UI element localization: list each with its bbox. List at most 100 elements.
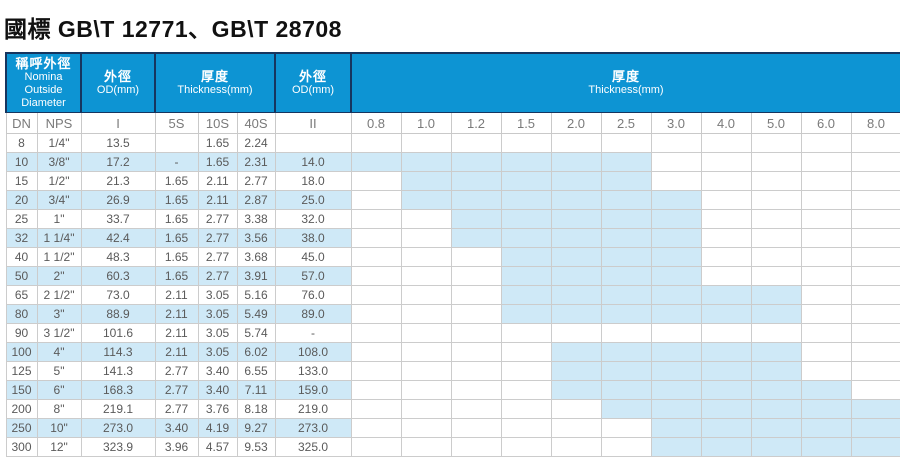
cell-thickness-8.0 — [850, 152, 900, 172]
cell-5s: 1.65 — [154, 266, 199, 286]
cell-nps: 1" — [36, 209, 82, 229]
subheader-thickness: 5.0 — [750, 112, 802, 134]
cell-od2: 219.0 — [274, 399, 352, 419]
cell-dn: 200 — [5, 399, 38, 419]
cell-thickness-1.0 — [400, 380, 452, 400]
cell-od1: 48.3 — [80, 247, 156, 267]
cell-thickness-8.0 — [850, 361, 900, 381]
cell-thickness-3.0 — [650, 152, 702, 172]
subheader-thickness: 1.0 — [400, 112, 452, 134]
cell-thickness-6.0 — [800, 228, 852, 248]
cell-thickness-5.0 — [750, 247, 802, 267]
cell-thickness-1.2 — [450, 399, 502, 419]
cell-thickness-1.5 — [500, 418, 552, 438]
cell-40s: 5.16 — [236, 285, 276, 305]
cell-thickness-0.8 — [350, 399, 402, 419]
cell-5s: 2.11 — [154, 304, 199, 324]
table-row: 65 2 1/2" 73.0 2.11 3.05 5.16 76.0 — [5, 285, 900, 305]
cell-thickness-1.2 — [450, 304, 502, 324]
subheader-thickness: 6.0 — [800, 112, 852, 134]
cell-thickness-1.5 — [500, 285, 552, 305]
cell-thickness-5.0 — [750, 437, 802, 457]
subheader-thickness: 0.8 — [350, 112, 402, 134]
cell-thickness-6.0 — [800, 323, 852, 343]
cell-thickness-1.0 — [400, 342, 452, 362]
cell-dn: 90 — [5, 323, 38, 343]
subheader-od2: II — [274, 112, 352, 134]
cell-10s: 4.19 — [197, 418, 238, 438]
cell-thickness-1.0 — [400, 323, 452, 343]
cell-thickness-4.0 — [700, 361, 752, 381]
cell-thickness-5.0 — [750, 323, 802, 343]
cell-nps: 1/2" — [36, 171, 82, 191]
cell-thickness-0.8 — [350, 304, 402, 324]
cell-thickness-2.0 — [550, 304, 602, 324]
cell-thickness-3.0 — [650, 323, 702, 343]
cell-thickness-2.5 — [600, 418, 652, 438]
cell-od1: 219.1 — [80, 399, 156, 419]
cell-thickness-2.0 — [550, 418, 602, 438]
cell-dn: 300 — [5, 437, 38, 457]
cell-od1: 141.3 — [80, 361, 156, 381]
cell-thickness-1.0 — [400, 209, 452, 229]
cell-thickness-0.8 — [350, 133, 402, 153]
cell-thickness-1.2 — [450, 152, 502, 172]
cell-od1: 168.3 — [80, 380, 156, 400]
subheader-thickness: 4.0 — [700, 112, 752, 134]
table-row: 90 3 1/2" 101.6 2.11 3.05 5.74- — [5, 323, 900, 343]
cell-thickness-3.0 — [650, 418, 702, 438]
cell-10s: 2.11 — [197, 171, 238, 191]
cell-thickness-1.0 — [400, 228, 452, 248]
cell-thickness-2.0 — [550, 342, 602, 362]
cell-thickness-6.0 — [800, 380, 852, 400]
cell-thickness-6.0 — [800, 418, 852, 438]
cell-dn: 20 — [5, 190, 38, 210]
cell-od2: 273.0 — [274, 418, 352, 438]
cell-thickness-4.0 — [700, 437, 752, 457]
subheader-row: DN NPS I 5S 10S 40S II 0.8 1.0 1.2 1.5 2… — [5, 112, 900, 134]
cell-od1: 26.9 — [80, 190, 156, 210]
cell-od2: 133.0 — [274, 361, 352, 381]
cell-thickness-8.0 — [850, 418, 900, 438]
cell-nps: 6" — [36, 380, 82, 400]
cell-dn: 80 — [5, 304, 38, 324]
cell-5s: 3.96 — [154, 437, 199, 457]
cell-40s: 6.02 — [236, 342, 276, 362]
header-band: 稱呼外徑 Nomina Outside Diameter 外徑 OD(mm) 厚… — [5, 52, 900, 113]
cell-nps: 3" — [36, 304, 82, 324]
table-row: 25 1" 33.7 1.65 2.77 3.38 32.0 — [5, 209, 900, 229]
cell-thickness-1.2 — [450, 247, 502, 267]
cell-thickness-8.0 — [850, 190, 900, 210]
cell-thickness-0.8 — [350, 418, 402, 438]
cell-thickness-8.0 — [850, 437, 900, 457]
header-nominal-outside-diameter: 稱呼外徑 Nomina Outside Diameter — [5, 52, 82, 113]
cell-thickness-1.0 — [400, 418, 452, 438]
cell-thickness-2.5 — [600, 209, 652, 229]
cell-nps: 3 1/2" — [36, 323, 82, 343]
cell-dn: 8 — [5, 133, 38, 153]
subheader-thickness: 8.0 — [850, 112, 900, 134]
table-row: 8 1/4" 13.5 1.65 2.24 — [5, 133, 900, 153]
cell-nps: 4" — [36, 342, 82, 362]
cell-od1: 17.2 — [80, 152, 156, 172]
cell-thickness-0.8 — [350, 209, 402, 229]
cell-thickness-0.8 — [350, 247, 402, 267]
cell-5s: 2.11 — [154, 285, 199, 305]
cell-thickness-2.5 — [600, 304, 652, 324]
cell-thickness-5.0 — [750, 380, 802, 400]
cell-dn: 32 — [5, 228, 38, 248]
cell-thickness-6.0 — [800, 171, 852, 191]
cell-thickness-1.2 — [450, 285, 502, 305]
cell-thickness-0.8 — [350, 361, 402, 381]
cell-10s: 2.77 — [197, 247, 238, 267]
cell-thickness-2.5 — [600, 437, 652, 457]
cell-thickness-1.5 — [500, 152, 552, 172]
cell-thickness-2.0 — [550, 266, 602, 286]
cell-thickness-1.0 — [400, 361, 452, 381]
cell-thickness-1.2 — [450, 323, 502, 343]
table-row: 100 4" 114.3 2.11 3.05 6.02 108.0 — [5, 342, 900, 362]
cell-thickness-1.5 — [500, 266, 552, 286]
cell-5s: 1.65 — [154, 209, 199, 229]
table-row: 50 2" 60.3 1.65 2.77 3.91 57.0 — [5, 266, 900, 286]
header-en-label: Outside Diameter — [21, 84, 66, 109]
